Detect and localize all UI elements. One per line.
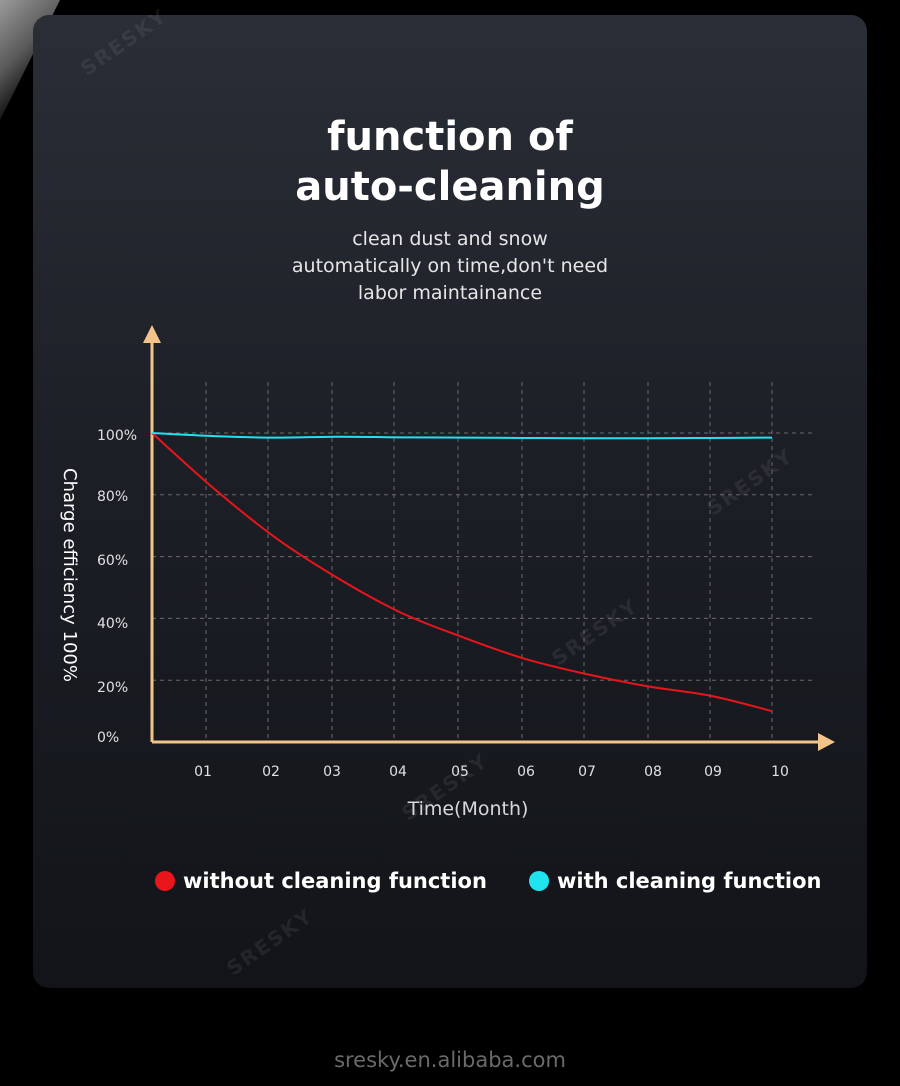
footer-url: sresky.en.alibaba.com xyxy=(334,1048,566,1072)
subtitle-line-2: automatically on time,don't need xyxy=(291,255,609,277)
x-tick-label: 07 xyxy=(578,764,596,780)
x-tick-label: 04 xyxy=(389,764,407,780)
x-tick-label: 02 xyxy=(262,764,280,780)
x-tick-label: 06 xyxy=(517,764,535,780)
title-line-1: function of xyxy=(327,114,573,160)
legend-marker-red xyxy=(155,871,175,891)
page-title: function of auto-cleaning xyxy=(0,112,900,212)
x-tick-label: 05 xyxy=(451,764,469,780)
legend-label: with cleaning function xyxy=(557,869,822,893)
y-tick-label: 60% xyxy=(97,553,128,569)
legend-item-with-cleaning: with cleaning function xyxy=(529,866,822,896)
subtitle-line-3: labor maintainance xyxy=(357,282,543,304)
y-tick-label: 100% xyxy=(97,428,137,444)
y-axis-arrow-icon xyxy=(143,325,161,343)
y-tick-label: 0% xyxy=(97,730,119,746)
x-tick-label: 08 xyxy=(644,764,662,780)
x-tick-label: 09 xyxy=(704,764,722,780)
legend-label: without cleaning function xyxy=(183,869,487,893)
title-line-2: auto-cleaning xyxy=(295,164,605,210)
y-tick-label: 80% xyxy=(97,489,128,505)
subtitle-line-1: clean dust and snow xyxy=(352,228,548,250)
y-tick-label: 20% xyxy=(97,680,128,696)
series-line-with-cleaning xyxy=(151,432,773,440)
x-tick-label: 10 xyxy=(771,764,789,780)
x-tick-label: 03 xyxy=(323,764,341,780)
x-tick-label: 01 xyxy=(194,764,212,780)
y-axis-title: Charge efficiency 100% xyxy=(59,468,80,682)
legend-item-without-cleaning: without cleaning function xyxy=(155,866,487,896)
legend-marker-cyan xyxy=(529,871,549,891)
page-subtitle: clean dust and snow automatically on tim… xyxy=(0,226,900,307)
x-axis-arrow-icon xyxy=(818,733,835,751)
y-tick-label: 40% xyxy=(97,616,128,632)
chart-card xyxy=(33,15,867,988)
series-line-without-cleaning xyxy=(151,432,773,713)
x-axis-title: Time(Month) xyxy=(407,798,529,820)
